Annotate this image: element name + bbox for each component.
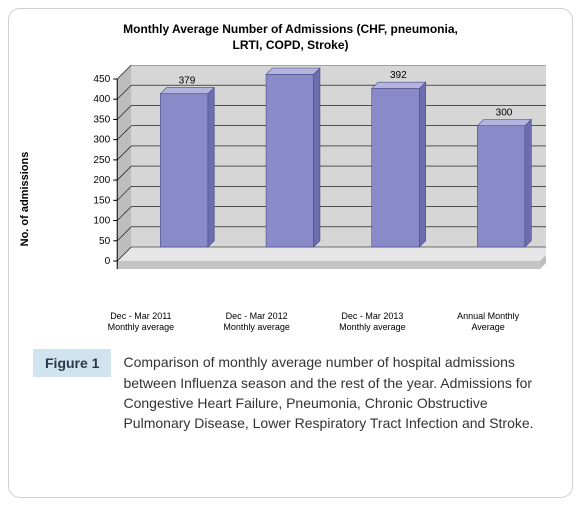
chart-title-line1: Monthly Average Number of Admissions (CH… <box>123 22 458 36</box>
svg-text:300: 300 <box>93 135 110 146</box>
svg-text:250: 250 <box>93 155 110 166</box>
figure-panel: Monthly Average Number of Admissions (CH… <box>8 8 573 498</box>
figure-caption-text: Comparison of monthly average number of … <box>123 349 548 433</box>
svg-text:450: 450 <box>93 74 110 85</box>
svg-text:50: 50 <box>99 236 111 247</box>
svg-text:0: 0 <box>105 256 111 267</box>
svg-text:350: 350 <box>93 115 110 126</box>
figure-label-tag: Figure 1 <box>33 349 111 377</box>
svg-text:150: 150 <box>93 196 110 207</box>
figure-caption-row: Figure 1 Comparison of monthly average n… <box>27 349 554 433</box>
chart-title: Monthly Average Number of Admissions (CH… <box>27 21 554 53</box>
bar-chart-svg: 0 50 100 150 200 250 300 350 400 450 379 427 392 300 <box>83 65 546 289</box>
chart-title-line2: LRTI, COPD, Stroke) <box>232 38 348 52</box>
category-label: Dec - Mar 2013Monthly average <box>315 311 431 334</box>
category-label: Dec - Mar 2012Monthly average <box>199 311 315 334</box>
category-label: Dec - Mar 2011Monthly average <box>83 311 199 334</box>
svg-text:392: 392 <box>390 71 407 82</box>
svg-text:400: 400 <box>93 95 110 106</box>
chart-area: No. of admissions 0501001502002503003504… <box>27 59 554 339</box>
svg-text:100: 100 <box>93 216 110 227</box>
category-labels: Dec - Mar 2011Monthly averageDec - Mar 2… <box>83 311 546 334</box>
plot-region: 0 50 100 150 200 250 300 350 400 450 379 427 392 300 <box>83 65 546 289</box>
svg-text:427: 427 <box>284 65 301 67</box>
svg-text:200: 200 <box>93 176 110 187</box>
svg-text:379: 379 <box>179 76 196 87</box>
svg-text:300: 300 <box>496 108 513 119</box>
y-axis-label: No. of admissions <box>19 152 31 247</box>
category-label: Annual MonthlyAverage <box>430 311 546 334</box>
